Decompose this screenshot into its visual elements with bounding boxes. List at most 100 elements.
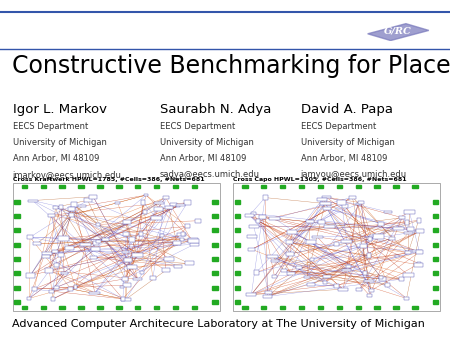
Bar <box>69 213 74 217</box>
Bar <box>356 203 360 206</box>
Bar <box>247 235 257 238</box>
Bar <box>212 243 218 247</box>
Bar <box>393 185 399 188</box>
Bar <box>165 206 173 209</box>
Bar <box>417 262 421 265</box>
Bar <box>242 306 248 309</box>
Bar <box>97 306 103 309</box>
Bar <box>184 262 194 265</box>
Bar <box>115 202 120 204</box>
Bar <box>195 219 201 223</box>
Bar <box>395 255 399 257</box>
Bar <box>96 240 101 243</box>
Bar <box>192 306 197 309</box>
Bar <box>263 295 272 298</box>
Bar <box>333 242 339 246</box>
Bar <box>96 223 100 226</box>
Text: sadya@eecs.umich.edu: sadya@eecs.umich.edu <box>160 170 260 179</box>
Bar <box>248 248 256 251</box>
Bar <box>154 207 163 211</box>
Bar <box>54 286 58 289</box>
Bar <box>374 185 380 188</box>
Bar <box>242 185 248 188</box>
Bar <box>32 287 37 291</box>
Text: Saurabh N. Adya: Saurabh N. Adya <box>160 103 271 116</box>
Bar <box>393 306 399 309</box>
Bar <box>143 210 147 214</box>
Bar <box>369 289 374 292</box>
Bar <box>367 294 372 297</box>
Bar <box>306 220 314 223</box>
Bar <box>123 232 129 236</box>
Bar <box>384 211 392 213</box>
Bar <box>93 241 99 245</box>
Bar <box>14 228 20 233</box>
Bar <box>433 257 438 261</box>
Bar <box>307 283 315 286</box>
Bar <box>415 250 423 254</box>
Bar <box>81 243 91 246</box>
Bar <box>45 268 54 273</box>
Bar <box>91 247 99 251</box>
Bar <box>176 203 185 206</box>
Bar <box>174 265 182 268</box>
Bar <box>58 253 64 257</box>
Bar <box>433 228 438 233</box>
Bar <box>288 230 297 234</box>
Text: University of Michigan: University of Michigan <box>301 138 395 147</box>
Bar <box>235 214 240 218</box>
Bar <box>281 269 287 272</box>
Bar <box>299 185 304 188</box>
Bar <box>374 234 384 239</box>
Text: Advanced Computer Architecure Laboratory at The University of Michigan: Advanced Computer Architecure Laboratory… <box>12 319 425 330</box>
Bar <box>412 306 418 309</box>
Bar <box>74 285 77 289</box>
Bar <box>190 243 199 246</box>
Bar <box>235 228 240 233</box>
Bar <box>280 306 285 309</box>
Text: Ann Arbor, MI 48109: Ann Arbor, MI 48109 <box>160 154 246 163</box>
Bar <box>349 196 356 199</box>
Bar <box>78 205 86 208</box>
Bar <box>173 306 178 309</box>
Bar <box>356 306 361 309</box>
Bar <box>192 185 197 188</box>
Bar <box>363 271 367 275</box>
Bar <box>433 199 438 203</box>
Bar <box>154 185 159 188</box>
Bar <box>433 300 438 304</box>
Bar <box>14 199 20 203</box>
Bar <box>393 227 404 230</box>
Bar <box>338 288 348 291</box>
Bar <box>263 195 268 200</box>
Bar <box>235 243 240 247</box>
Text: EECS Department: EECS Department <box>301 122 376 131</box>
Bar <box>251 212 256 215</box>
Bar <box>50 290 54 293</box>
Bar <box>320 202 330 205</box>
Bar <box>129 237 135 242</box>
Bar <box>367 254 371 258</box>
Bar <box>184 200 191 205</box>
Bar <box>356 185 361 188</box>
Bar <box>58 236 69 241</box>
Bar <box>212 257 218 261</box>
Bar <box>342 240 352 243</box>
Bar <box>256 219 260 222</box>
Bar <box>413 250 422 252</box>
Bar <box>342 269 351 271</box>
Bar <box>170 202 177 206</box>
Bar <box>356 288 362 291</box>
Bar <box>102 238 108 241</box>
Bar <box>304 276 310 278</box>
Bar <box>141 200 145 205</box>
Bar <box>59 306 65 309</box>
Bar <box>154 306 159 309</box>
Bar <box>417 218 421 223</box>
Bar <box>399 277 404 281</box>
Bar <box>379 276 383 279</box>
Bar <box>151 216 162 220</box>
Bar <box>51 297 55 300</box>
Polygon shape <box>368 24 429 41</box>
Bar <box>122 251 129 253</box>
